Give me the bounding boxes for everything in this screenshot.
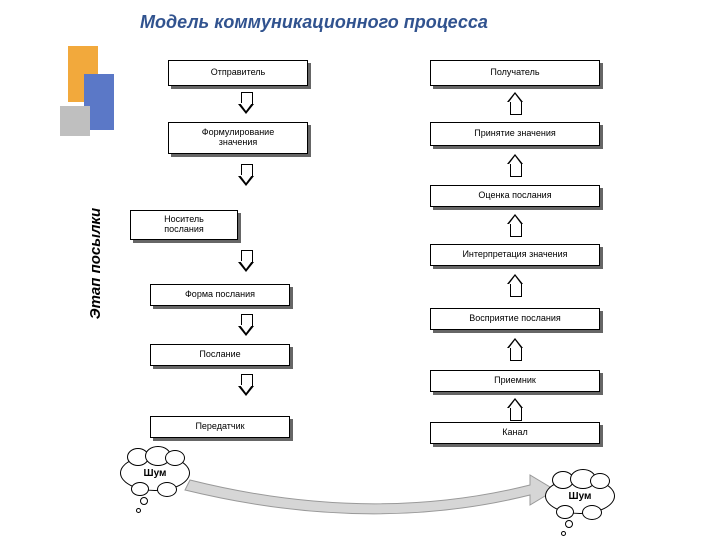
box-carrier: Носитель послания [130, 210, 238, 240]
box-eval: Оценка послания [430, 185, 600, 207]
cloud-left-body: Шум [120, 455, 190, 491]
cloud-left-text: Шум [144, 468, 167, 479]
label-left-text: Этап посылки [87, 208, 104, 319]
box-sender: Отправитель [168, 60, 308, 86]
label-left: Этап посылки [87, 208, 104, 319]
box-channel: Канал [430, 422, 600, 444]
cloud-right: Шум [545, 478, 615, 514]
page-title: Модель коммуникационного процесса [140, 12, 488, 33]
box-recv2: Приемник [430, 370, 600, 392]
box-percept: Восприятие послания [430, 308, 600, 330]
swoosh-arrow [180, 450, 560, 520]
box-interp: Интерпретация значения [430, 244, 600, 266]
cloud-right-body: Шум [545, 478, 615, 514]
decor-gray [60, 106, 90, 136]
box-form: Форма послания [150, 284, 290, 306]
box-transmit: Передатчик [150, 416, 290, 438]
cloud-left: Шум [120, 455, 190, 491]
box-receiver: Получатель [430, 60, 600, 86]
cloud-right-text: Шум [569, 491, 592, 502]
box-message: Послание [150, 344, 290, 366]
box-accept: Принятие значения [430, 122, 600, 146]
title-text: Модель коммуникационного процесса [140, 12, 488, 32]
box-formul: Формулирование значения [168, 122, 308, 154]
